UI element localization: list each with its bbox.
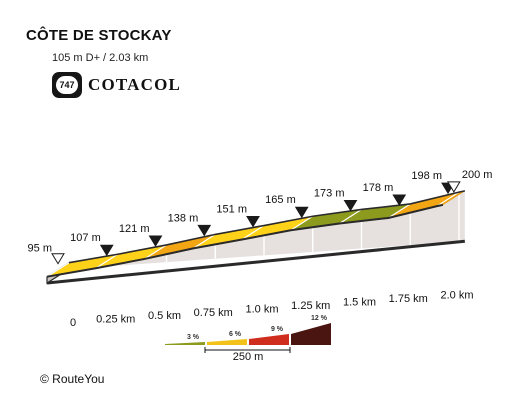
altitude-marker (392, 194, 407, 206)
legend-label: 12 % (311, 315, 328, 322)
segment-boundary (436, 191, 460, 207)
x-tick-label: 0.75 km (194, 307, 233, 319)
x-tick-label: 1.0 km (245, 303, 278, 315)
legend-swatch (291, 323, 331, 345)
segment-boundary (290, 215, 314, 231)
segment-boundary (144, 244, 167, 260)
altitude-marker (294, 206, 309, 219)
altitude-marker (99, 244, 114, 257)
altitude-marker (246, 216, 260, 228)
x-tick-label: 0 (70, 317, 76, 329)
legend-label: 3 % (187, 334, 200, 341)
cotacol-number-badge: 747 (52, 72, 82, 98)
climb-title: CÔTE DE STOCKAY (26, 27, 172, 44)
altitude-marker (197, 224, 212, 237)
cotacol-logo-text: COTACOL (88, 75, 182, 94)
profile-back-outline (68, 190, 466, 264)
altitude-marker (446, 181, 461, 193)
altitude-label: 95 m (28, 243, 52, 255)
x-tick-label: 1.75 km (389, 293, 428, 305)
altitude-label: 107 m (70, 232, 101, 244)
cotacol-number: 747 (56, 76, 78, 94)
altitude-label: 173 m (314, 187, 345, 199)
copyright-notice: © RouteYou (40, 372, 105, 386)
x-tick-label: 0.5 km (148, 310, 181, 322)
x-tick-label: 0.25 km (96, 314, 135, 326)
legend-label: 9 % (271, 326, 284, 333)
legend-swatch (207, 339, 247, 345)
x-tick-label: 2.0 km (440, 290, 473, 302)
altitude-label: 151 m (216, 204, 247, 216)
segment-boundary (241, 225, 265, 241)
profile-base-line (46, 239, 465, 285)
profile-front-outline (46, 203, 444, 278)
altitude-label: 198 m (411, 170, 442, 182)
segment-boundary (387, 203, 411, 219)
altitude-marker (343, 199, 358, 212)
segment-boundary (192, 233, 216, 249)
altitude-label: 121 m (119, 223, 150, 235)
x-tick-label: 1.25 km (291, 300, 330, 312)
altitude-marker (51, 253, 65, 265)
altitude-label: 178 m (363, 182, 394, 194)
cotacol-badge: 747 COTACOL (52, 72, 181, 98)
legend-swatch (165, 342, 205, 345)
legend-swatch (249, 334, 289, 345)
climb-stats: 105 m D+ / 2.03 km (52, 52, 149, 64)
x-tick-label: 1.5 km (343, 297, 376, 309)
altitude-marker (148, 235, 163, 247)
altitude-label: 200 m (462, 169, 493, 181)
scale-label: 250 m (233, 351, 264, 363)
altitude-label: 165 m (265, 194, 296, 206)
segment-boundary (95, 253, 119, 269)
legend-label: 6 % (229, 331, 242, 338)
altitude-label: 138 m (168, 212, 199, 224)
segment-boundary (339, 208, 362, 224)
segment-boundary (46, 262, 70, 278)
